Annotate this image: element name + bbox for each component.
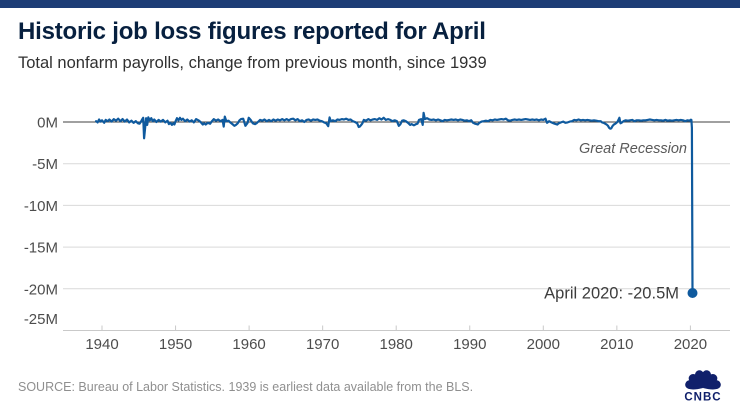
chart-subtitle: Total nonfarm payrolls, change from prev… (18, 54, 487, 72)
y-axis-label: -10M (24, 198, 58, 215)
cnbc-logo: CNBC (684, 370, 721, 404)
payrolls-chart-svg: 0M -5M -10M -15M -20M -25M 1940 1950 1960 1970 198… (24, 111, 730, 353)
april-2020-dot (687, 288, 698, 298)
x-axis-label: 2000 (527, 336, 560, 353)
x-axis-label: 1970 (306, 336, 339, 353)
x-axis-label: 1950 (159, 336, 192, 353)
x-axis-label: 1960 (232, 336, 265, 353)
x-axis-label: 1990 (453, 336, 486, 353)
x-axis-label: 1980 (380, 336, 413, 353)
peacock-icon (685, 370, 721, 390)
x-axis-label: 2020 (674, 336, 707, 353)
cnbc-logo-text: CNBC (684, 392, 721, 404)
source-note: SOURCE: Bureau of Labor Statistics. 1939… (18, 380, 474, 394)
y-axis-label: -15M (24, 240, 58, 257)
y-axis-label: -5M (32, 156, 58, 173)
y-axis-label: 0M (37, 115, 58, 132)
brand-top-bar (0, 0, 740, 8)
y-axis-label: -20M (24, 281, 58, 298)
page-title: Historic job loss figures reported for A… (18, 18, 486, 45)
great-recession-annotation: Great Recession (579, 141, 687, 157)
payrolls-line (94, 111, 694, 295)
x-axis-label: 1940 (85, 336, 118, 353)
x-axis-label: 2010 (600, 336, 633, 353)
y-axis-label: -25M (24, 311, 58, 328)
chart-area: 0M -5M -10M -15M -20M -25M 1940 1950 1960 1970 198… (0, 95, 740, 360)
april-2020-annotation: April 2020: -20.5M (544, 285, 679, 303)
